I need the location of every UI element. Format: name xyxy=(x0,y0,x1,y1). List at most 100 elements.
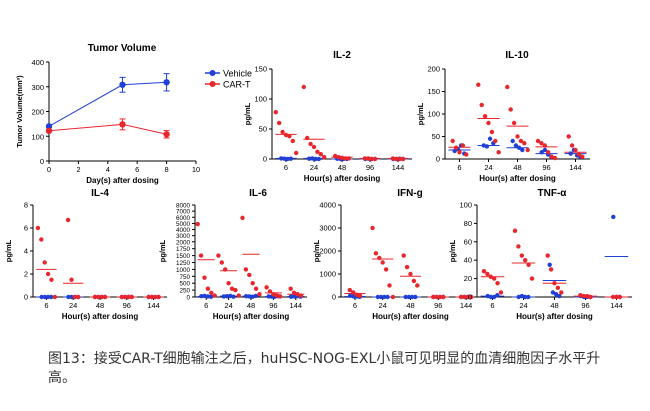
tnfa-vehicle-point xyxy=(526,294,531,300)
ifng-x-axis-title: Hour(s) after dosing xyxy=(372,312,449,321)
il4-cart-point xyxy=(72,294,78,300)
il10-cart-point xyxy=(489,129,495,135)
tnfa-x-tick-label: 48 xyxy=(550,301,558,310)
il6-vehicle-point xyxy=(231,294,236,299)
ifng-cart-point xyxy=(377,255,382,261)
tnfa-cart-point xyxy=(485,271,490,277)
il6-cart-point xyxy=(229,286,235,291)
tnfa-vehicle-point xyxy=(557,293,562,299)
il6-x-tick-label: 6 xyxy=(204,301,208,310)
il6-cart-point xyxy=(247,272,252,278)
tnfa-vehicle-point xyxy=(488,294,494,300)
il10-chart: IL-10 0 50 100 150 200 6 24 48 96 144 Hour(s) after… xyxy=(416,50,590,183)
tnfa-y-tick-label: 60 xyxy=(464,237,472,246)
il2-cart-point xyxy=(315,149,320,154)
tnfa-cart-point xyxy=(548,267,554,272)
il6-y-tick-label: 5000 xyxy=(176,221,191,228)
tumor-title: Tumor Volume xyxy=(88,43,157,54)
il10-vehicle-point xyxy=(520,147,525,153)
tnfa-vehicle-point xyxy=(611,214,616,220)
tumor-x-axis-title: Day(s) after dosing xyxy=(86,176,159,185)
il2-cart-point xyxy=(397,156,402,162)
ifng-cart-point xyxy=(431,294,436,300)
il6-y-tick-label: 4000 xyxy=(176,227,191,234)
il2-vehicle-point xyxy=(282,156,287,161)
il4-vehicle-point xyxy=(45,294,51,300)
ifng-cart-point xyxy=(411,278,417,284)
il10-cart-point xyxy=(482,114,488,119)
tnfa-cart-point xyxy=(614,294,619,300)
legend-cart-label: CAR-T xyxy=(223,80,251,90)
il4-cart-point xyxy=(126,294,131,300)
il6-vehicle-point xyxy=(253,293,258,299)
il10-title: IL-10 xyxy=(505,50,529,61)
il6-y-tick-label: 1250 xyxy=(176,260,191,267)
il6-cart-point xyxy=(236,293,241,298)
il4-y-tick-label: 4 xyxy=(24,247,28,256)
tnfa-vehicle-point xyxy=(522,294,528,300)
ifng-y-tick-label: 0 xyxy=(332,293,336,302)
legend-cart-marker xyxy=(209,81,216,87)
il4-cart-point xyxy=(49,277,54,282)
il6-y-tick-label: 3000 xyxy=(176,233,191,240)
il10-y-tick-label: 0 xyxy=(436,155,440,164)
il6-cart-point xyxy=(267,289,273,294)
il10-vehicle-point xyxy=(539,150,544,155)
il2-vehicle-point xyxy=(307,156,312,161)
ifng-vehicle-point xyxy=(403,294,408,300)
ifng-y-tick-label: 3000 xyxy=(319,224,336,233)
tnfa-vehicle-point xyxy=(495,292,500,298)
il10-cart-point xyxy=(549,154,554,159)
il6-vehicle-point xyxy=(205,294,210,299)
ifng-cart-point xyxy=(354,292,359,297)
il10-cart-point xyxy=(486,120,491,126)
il4-cart-point xyxy=(35,225,41,231)
il4-cart-point xyxy=(45,271,51,277)
il2-x-axis-title: Hour(s) after dosing xyxy=(304,174,381,183)
tumor-x-tick-label: 6 xyxy=(135,165,139,174)
il6-y-tick-label: 6000 xyxy=(176,215,191,222)
tnfa-cart-point xyxy=(585,293,590,299)
il2-cart-point xyxy=(318,152,323,157)
il4-x-tick-label: 96 xyxy=(123,301,131,310)
il4-cart-point xyxy=(149,294,155,300)
il4-cart-point xyxy=(96,294,101,300)
tumor-x-tick-label: 10 xyxy=(192,165,200,174)
il4-vehicle-point xyxy=(69,294,74,300)
ifng-vehicle-point xyxy=(382,294,387,300)
tnfa-cart-point xyxy=(617,294,623,300)
tnfa-cart-point xyxy=(529,276,535,281)
il6-cart-point xyxy=(274,293,279,298)
il10-cart-point xyxy=(542,143,547,148)
il10-vehicle-point xyxy=(484,144,490,149)
il2-vehicle-point xyxy=(279,156,284,161)
il6-vehicle-point xyxy=(244,293,249,299)
il2-cart-point xyxy=(343,156,348,161)
il4-cart-point xyxy=(69,277,74,282)
tnfa-chart: TNF-α 0 20 40 60 80 100 6 24 48 96 144 Hour(s) after… xyxy=(448,188,632,321)
il6-cart-point xyxy=(195,221,200,227)
il10-vehicle-point xyxy=(516,145,522,150)
il4-x-tick-label: 48 xyxy=(96,301,104,310)
il6-cart-point xyxy=(219,260,224,265)
il2-cart-point xyxy=(372,156,378,162)
tnfa-cart-point xyxy=(545,253,550,258)
tnfa-cart-point xyxy=(492,276,497,281)
il2-chart: IL-2 0 50 100 150 6 24 48 96 144 Hour(s) after dos… xyxy=(243,50,412,183)
il2-cart-point xyxy=(346,156,351,161)
il6-cart-point xyxy=(209,290,214,296)
ifng-vehicle-point xyxy=(385,294,390,300)
il4-x-axis-title: Hour(s) after dosing xyxy=(62,312,139,321)
il10-cart-point xyxy=(453,145,459,150)
tumor-data-point xyxy=(45,127,53,135)
il2-title: IL-2 xyxy=(333,50,351,61)
ifng-cart-point xyxy=(441,294,446,300)
ifng-vehicle-point xyxy=(375,294,381,300)
il6-cart-point xyxy=(298,293,304,298)
ifng-cart-point xyxy=(434,294,439,300)
tnfa-vehicle-point xyxy=(547,262,552,267)
il4-y-axis-title: pg/mL xyxy=(4,239,13,262)
tumor-data-point xyxy=(45,123,53,130)
il4-cart-point xyxy=(153,294,158,300)
